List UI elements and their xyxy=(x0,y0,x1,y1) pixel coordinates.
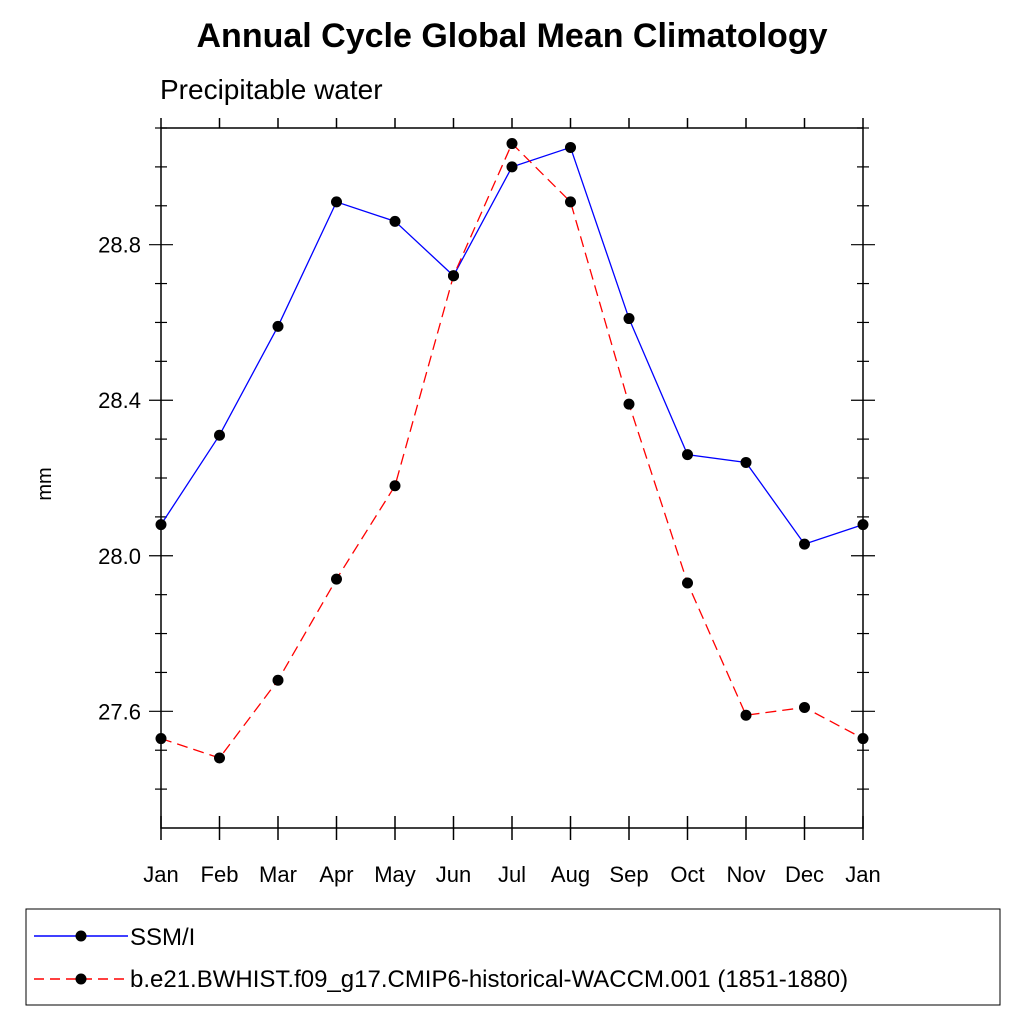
x-tick-label: Oct xyxy=(670,862,704,887)
y-tick-label: 28.8 xyxy=(98,233,141,258)
data-point-model xyxy=(272,674,284,686)
x-tick-label: Jan xyxy=(143,862,178,887)
series-line-ssmi xyxy=(160,146,864,545)
x-tick-label: Aug xyxy=(551,862,590,887)
data-point-model xyxy=(682,577,693,589)
data-point-ssmi xyxy=(857,519,869,531)
data-point-model xyxy=(155,733,167,745)
data-point-ssmi xyxy=(623,313,635,325)
y-tick-label: 27.6 xyxy=(98,699,141,724)
x-tick-label: Nov xyxy=(726,862,765,887)
data-point-ssmi xyxy=(682,449,693,461)
data-point-model xyxy=(565,196,576,208)
data-point-ssmi xyxy=(331,196,342,208)
chart-subtitle: Precipitable water xyxy=(160,74,383,105)
legend-marker-ssmi xyxy=(75,930,87,942)
data-point-model xyxy=(214,752,225,764)
x-tick-label: Sep xyxy=(609,862,648,887)
data-point-ssmi xyxy=(155,519,167,531)
data-point-ssmi xyxy=(389,215,401,227)
data-point-ssmi xyxy=(506,161,518,173)
data-point-model xyxy=(857,733,869,745)
data-point-ssmi xyxy=(740,456,752,468)
legend-marker-model xyxy=(75,973,87,985)
legend: SSM/I b.e21.BWHIST.f09_g17.CMIP6-histori… xyxy=(34,924,848,993)
y-tick-label: 28.4 xyxy=(98,388,141,413)
series-layer xyxy=(155,138,869,764)
x-tick-label: Mar xyxy=(259,862,297,887)
chart-title: Annual Cycle Global Mean Climatology xyxy=(197,17,828,55)
x-tick-label: Dec xyxy=(785,862,824,887)
legend-box xyxy=(25,908,1001,1006)
data-point-model xyxy=(799,701,810,713)
data-point-model xyxy=(740,709,752,721)
data-point-model xyxy=(331,573,342,585)
y-axis-label: mm xyxy=(34,467,56,500)
data-point-model xyxy=(623,398,635,410)
legend-label-model: b.e21.BWHIST.f09_g17.CMIP6-historical-WA… xyxy=(130,966,848,993)
y-tick-label: 28.0 xyxy=(98,544,141,569)
data-point-model xyxy=(506,138,518,150)
data-point-ssmi xyxy=(272,320,284,332)
legend-label-ssmi: SSM/I xyxy=(130,924,195,951)
series-line-model xyxy=(160,142,864,759)
y-tick-labels: 27.6 28.0 28.4 28.8 xyxy=(98,233,141,725)
data-point-ssmi xyxy=(565,141,576,153)
x-tick-label: Jan xyxy=(845,862,880,887)
data-point-ssmi xyxy=(214,429,225,441)
x-tick-label: May xyxy=(374,862,416,887)
x-tick-labels: Jan Feb Mar Apr May Jun Jul Aug Sep Oct Nov Dec Jan xyxy=(143,862,880,887)
x-tick-label: Jul xyxy=(498,862,526,887)
axis-ticks xyxy=(149,118,875,840)
x-tick-label: Apr xyxy=(319,862,353,887)
data-point-model xyxy=(448,270,459,282)
x-tick-label: Feb xyxy=(201,862,239,887)
data-point-ssmi xyxy=(799,538,810,550)
data-point-model xyxy=(389,480,401,492)
x-tick-label: Jun xyxy=(436,862,471,887)
